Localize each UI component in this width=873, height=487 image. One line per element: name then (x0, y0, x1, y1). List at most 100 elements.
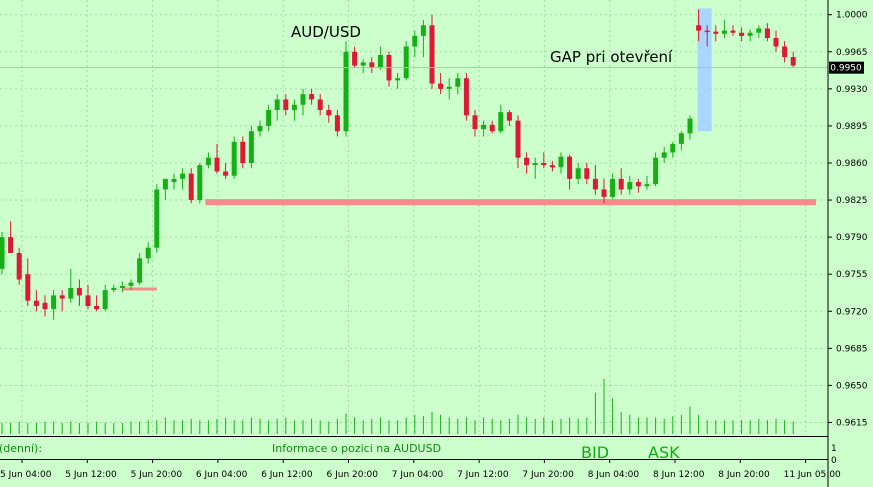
candle-body (343, 51, 349, 132)
x-tick-label: 7 Jun 04:00 (392, 470, 444, 480)
candle-body (0, 237, 5, 269)
candle-body (51, 295, 57, 310)
candle-body (137, 258, 143, 283)
candle-body (764, 28, 770, 39)
candle-body (59, 295, 65, 299)
volume-axis-label-top: 1 (831, 444, 837, 454)
candle-body (360, 62, 366, 66)
candle-body (377, 54, 383, 68)
position-info-text: Informace o pozici na AUDUSD (272, 442, 441, 455)
candle-body (687, 118, 693, 134)
x-tick-label: 11 Jun 05:00 (784, 470, 841, 480)
x-tick-label: 5 Jun 12:00 (65, 470, 117, 480)
candle-body (592, 178, 598, 190)
candle-body (197, 165, 203, 201)
volume-axis-label-bottom: 0 (831, 456, 837, 466)
candle-body (42, 302, 48, 310)
candle-body (489, 124, 495, 132)
candle-body (773, 38, 779, 47)
x-tick-label: 8 Jun 04:00 (588, 470, 640, 480)
current-price-marker (829, 61, 864, 74)
x-tick-label: 8 Jun 20:00 (718, 470, 770, 480)
candle-body (541, 162, 547, 166)
x-tick-label: 5 Jun 04:00 (0, 470, 52, 480)
candle-body (85, 295, 91, 306)
bid-label: BID (581, 443, 609, 462)
candle-body (171, 178, 177, 183)
x-tick-label: 6 Jun 12:00 (261, 470, 313, 480)
candle-body (446, 86, 452, 89)
candle-body (102, 290, 108, 310)
candle-body (205, 157, 211, 166)
candle-body (429, 25, 435, 84)
candle-body (575, 168, 581, 179)
candle-body (119, 285, 125, 288)
candle-body (111, 287, 117, 291)
chart-title: AUD/USD (291, 23, 361, 41)
candle-body (33, 300, 39, 306)
candle-body (498, 112, 504, 132)
candle-body (240, 141, 246, 163)
current-price-label: 0.9950 (830, 64, 862, 74)
candle-body (274, 99, 280, 111)
candle-body (678, 133, 684, 144)
y-tick-label: 1.0000 (836, 11, 868, 21)
candle-body (266, 110, 272, 126)
candle-body (696, 25, 702, 31)
candle-body (661, 152, 667, 158)
ask-label: ASK (648, 443, 680, 462)
candle-body (515, 120, 521, 158)
candle-body (721, 30, 727, 34)
candle-body (145, 247, 151, 259)
y-tick-label: 0.9965 (836, 48, 868, 58)
candle-body (128, 282, 134, 286)
candle-body (334, 115, 340, 132)
candle-body (300, 94, 306, 105)
candle-body (644, 184, 650, 187)
y-tick-label: 0.9615 (836, 418, 868, 428)
candle-body (472, 115, 478, 130)
y-tick-label: 0.9930 (836, 85, 868, 95)
candle-body (248, 131, 254, 163)
y-tick-label: 0.9895 (836, 122, 868, 132)
candle-body (713, 31, 719, 34)
candle-body (412, 35, 418, 47)
candle-body (704, 30, 710, 33)
candle-body (16, 253, 22, 280)
candle-body (309, 94, 315, 100)
candle-body (8, 237, 14, 254)
candle-body (326, 110, 332, 116)
candle-body (68, 287, 74, 299)
gap-annotation: GAP pri otevření (550, 48, 673, 66)
candle-body (481, 124, 487, 130)
x-tick-label: 6 Jun 20:00 (327, 470, 379, 480)
candle-body (154, 189, 160, 248)
candle-body (214, 157, 220, 172)
candle-body (532, 162, 538, 166)
y-tick-label: 0.9825 (836, 196, 868, 206)
candle-body (635, 182, 641, 187)
candle-body (162, 178, 168, 190)
candle-body (463, 78, 469, 116)
candle-body (420, 25, 426, 36)
candle-body (352, 51, 358, 66)
x-tick-label: 6 Jun 04:00 (196, 470, 248, 480)
candle-body (291, 104, 297, 111)
candle-body (395, 78, 401, 81)
candle-body (257, 125, 263, 132)
candle-body (283, 99, 289, 111)
x-tick-label: 8 Jun 12:00 (653, 470, 705, 480)
candle-body (25, 274, 31, 301)
candle-body (188, 173, 194, 201)
candle-body (610, 178, 616, 197)
candle-body (653, 157, 659, 185)
candle-body (730, 30, 736, 33)
candle-body (524, 157, 530, 166)
candle-body (403, 46, 409, 79)
candle-body (747, 32, 753, 36)
candle-body (94, 305, 100, 310)
y-tick-label: 0.9650 (836, 381, 868, 391)
x-tick-label: 5 Jun 20:00 (131, 470, 183, 480)
candle-body (739, 32, 745, 36)
